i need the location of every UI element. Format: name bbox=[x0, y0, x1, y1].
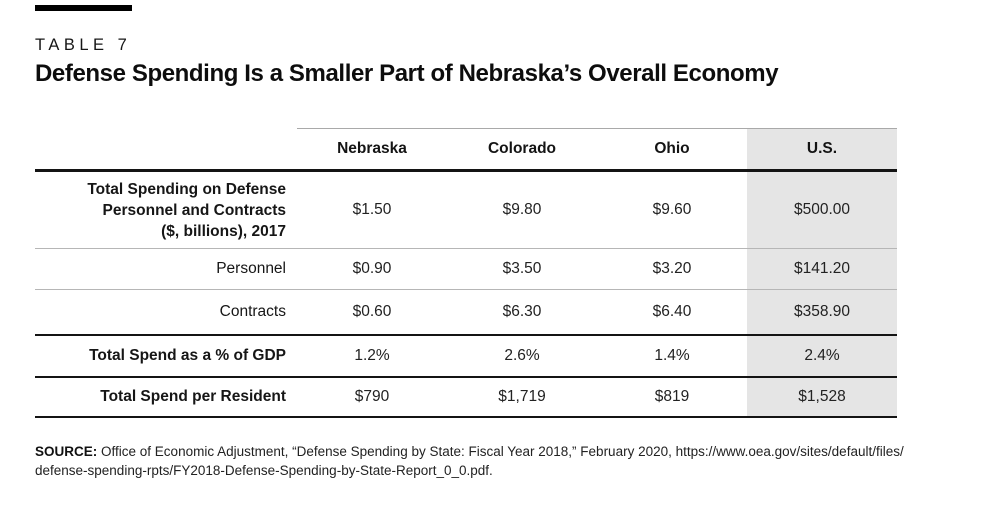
cell-value: $6.40 bbox=[652, 303, 692, 320]
cell-value: 1.2% bbox=[354, 347, 390, 364]
row-label: Personnel bbox=[216, 260, 286, 277]
cell-value-us: $358.90 bbox=[747, 290, 897, 334]
cell-value: 2.6% bbox=[504, 347, 540, 364]
cell-value: $6.30 bbox=[502, 303, 542, 320]
header-cell-nebraska: Nebraska bbox=[297, 128, 447, 169]
table-header-row: Nebraska Colorado Ohio U.S. bbox=[35, 128, 897, 169]
source-citation: SOURCE: Office of Economic Adjustment, “… bbox=[35, 442, 904, 480]
cell-value: $3.50 bbox=[502, 260, 542, 277]
table-row-personnel: Personnel $0.90 $3.50 $3.20 $141.20 bbox=[35, 248, 897, 289]
source-text-line2: defense-spending-rpts/FY2018-Defense-Spe… bbox=[35, 463, 493, 478]
row-label: Total Spend per Resident bbox=[100, 388, 286, 405]
cell-value: $1,719 bbox=[498, 388, 546, 405]
cell-value: $9.60 bbox=[652, 201, 692, 218]
row-label: Total Spend as a % of GDP bbox=[89, 347, 286, 364]
cell-value: 1.4% bbox=[654, 347, 690, 364]
table-row-contracts: Contracts $0.60 $6.30 $6.40 $358.90 bbox=[35, 289, 897, 334]
cell-value: $3.20 bbox=[652, 260, 692, 277]
source-label: SOURCE: bbox=[35, 444, 98, 459]
cell-value-us: $500.00 bbox=[747, 172, 897, 248]
table-row-percent-gdp: Total Spend as a % of GDP 1.2% 2.6% 1.4%… bbox=[35, 334, 897, 376]
defense-spending-table: Nebraska Colorado Ohio U.S. Total Spendi… bbox=[35, 128, 897, 418]
table-row-total-spending: Total Spending on Defense Personnel and … bbox=[35, 169, 897, 248]
header-cell-us: U.S. bbox=[747, 128, 897, 169]
table-row-per-resident: Total Spend per Resident $790 $1,719 $81… bbox=[35, 376, 897, 418]
cell-value: $0.60 bbox=[352, 303, 392, 320]
row-label: Contracts bbox=[219, 303, 286, 320]
source-text-line1: Office of Economic Adjustment, “Defense … bbox=[101, 444, 904, 459]
header-cell-ohio: Ohio bbox=[597, 128, 747, 169]
cell-value: $819 bbox=[654, 388, 690, 405]
cell-value-us: $141.20 bbox=[747, 249, 897, 289]
page-title: Defense Spending Is a Smaller Part of Ne… bbox=[35, 60, 779, 87]
cell-value: $0.90 bbox=[352, 260, 392, 277]
cell-value-us: 2.4% bbox=[747, 336, 897, 376]
header-cell-colorado: Colorado bbox=[447, 128, 597, 169]
accent-bar bbox=[35, 5, 132, 11]
row-label: Total Spending on Defense Personnel and … bbox=[87, 180, 286, 240]
table-number-kicker: TABLE 7 bbox=[35, 36, 132, 54]
cell-value: $9.80 bbox=[502, 201, 542, 218]
header-cell-empty bbox=[35, 128, 297, 169]
cell-value: $1.50 bbox=[352, 201, 392, 218]
cell-value-us: $1,528 bbox=[747, 378, 897, 416]
cell-value: $790 bbox=[354, 388, 390, 405]
